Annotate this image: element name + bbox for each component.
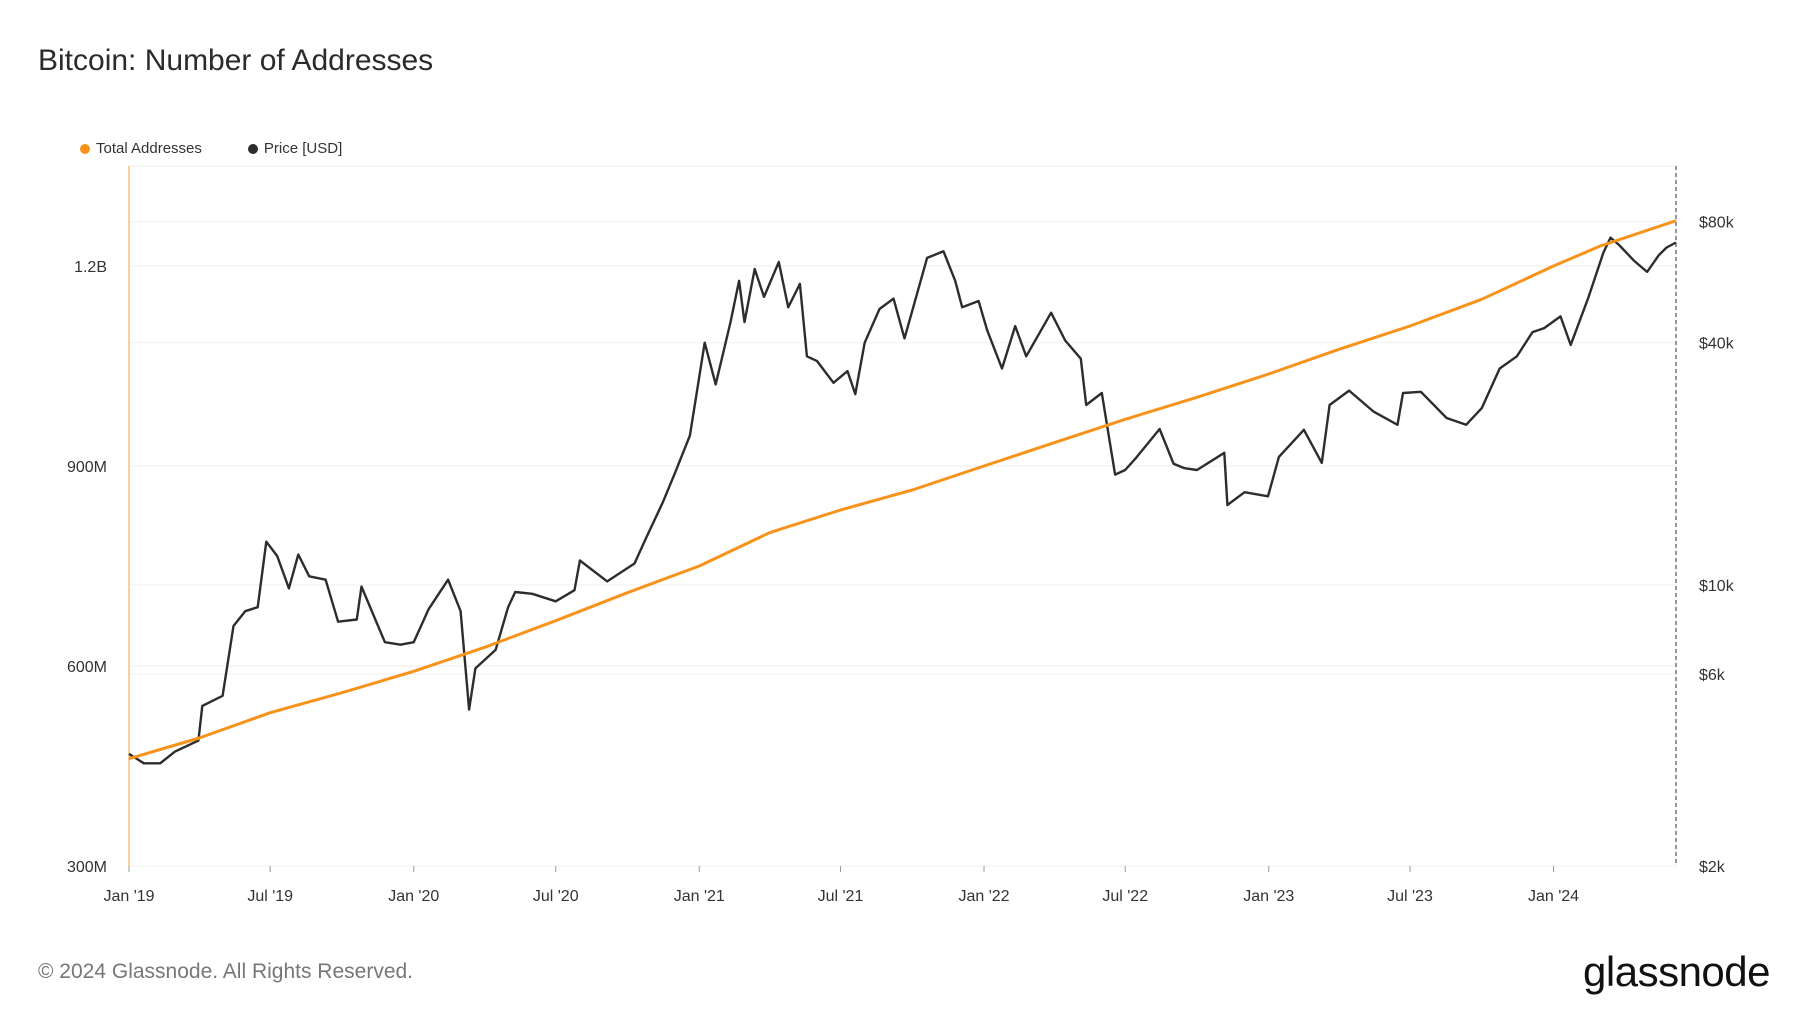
x-tick-label: Jan '20 bbox=[388, 888, 439, 905]
y-right-tick-label: $10k bbox=[1699, 578, 1735, 595]
y-left-tick-label: 600M bbox=[67, 659, 107, 676]
x-tick-label: Jul '22 bbox=[1102, 888, 1148, 905]
copyright-text: © 2024 Glassnode. All Rights Reserved. bbox=[38, 960, 414, 983]
legend-dot-orange-icon bbox=[80, 143, 90, 154]
legend: Total Addresses Price [USD] bbox=[80, 140, 342, 157]
y-left-tick-label: 900M bbox=[67, 459, 107, 476]
x-tick-label: Jul '20 bbox=[533, 888, 579, 905]
plot-area bbox=[128, 165, 1677, 867]
series-line-total-addresses bbox=[128, 219, 1677, 761]
legend-label-total-addresses: Total Addresses bbox=[96, 140, 202, 157]
y-left-tick-label: 300M bbox=[67, 859, 107, 876]
legend-dot-dark-icon bbox=[247, 143, 258, 154]
legend-item-price[interactable]: Price [USD] bbox=[247, 140, 343, 157]
x-tick-label: Jan '22 bbox=[958, 888, 1009, 905]
x-tick-label: Jan '21 bbox=[674, 888, 725, 905]
y-right-tick-label: $6k bbox=[1699, 667, 1726, 684]
x-tick-label: Jan '23 bbox=[1243, 888, 1294, 905]
legend-label-price: Price [USD] bbox=[263, 140, 343, 157]
x-tick-label: Jan '19 bbox=[103, 888, 154, 905]
y-right-tick-label: $40k bbox=[1699, 336, 1735, 353]
y-right-tick-label: $2k bbox=[1699, 859, 1726, 876]
y-right-tick-label: $80k bbox=[1699, 215, 1735, 232]
chart-title: Bitcoin: Number of Addresses bbox=[38, 44, 434, 77]
glassnode-logo: glassnode bbox=[1583, 948, 1770, 995]
x-tick-label: Jul '21 bbox=[818, 888, 864, 905]
x-tick-label: Jul '19 bbox=[247, 888, 293, 905]
y-left-tick-label: 1.2B bbox=[74, 259, 107, 276]
legend-item-total-addresses[interactable]: Total Addresses bbox=[80, 140, 202, 157]
x-tick-label: Jan '24 bbox=[1528, 888, 1579, 905]
x-tick-label: Jul '23 bbox=[1387, 888, 1433, 905]
series-line-price bbox=[128, 236, 1677, 765]
